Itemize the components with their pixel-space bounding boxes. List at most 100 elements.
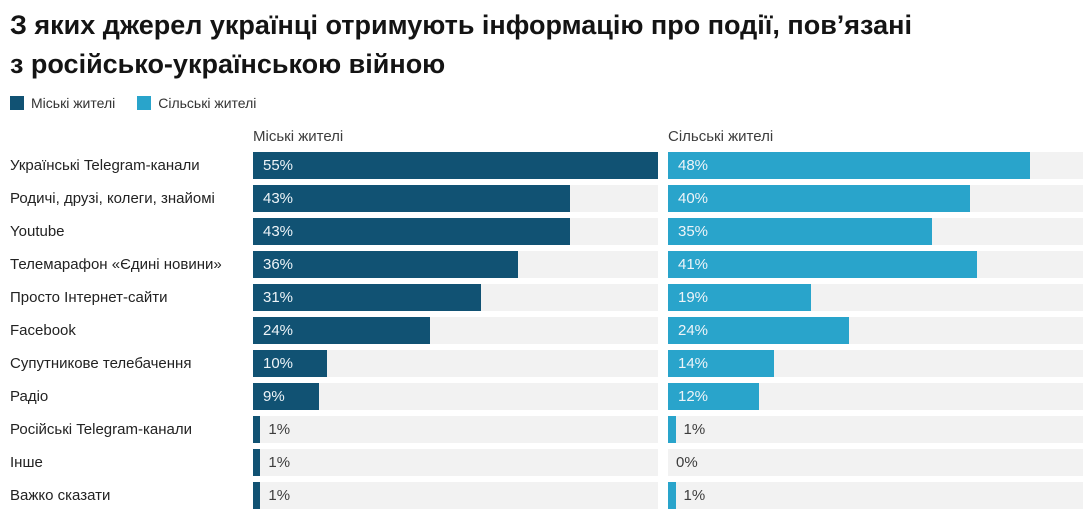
rural-bar-track: 19% xyxy=(668,284,1083,311)
chart-row: Радіо 9% 12% xyxy=(10,383,1083,410)
rural-bar-value: 1% xyxy=(683,487,706,504)
category-label: Просто Інтернет-сайти xyxy=(10,289,168,306)
urban-bar-value: 1% xyxy=(268,487,291,504)
legend-label-urban: Міські жителі xyxy=(31,95,116,111)
chart-title: З яких джерел українці отримують інформа… xyxy=(10,6,1083,84)
legend-item-urban: Міські жителі xyxy=(10,95,115,111)
column-header-rural: Сільські жителі xyxy=(668,128,774,145)
rural-bar: 24% xyxy=(668,317,850,344)
urban-bar: 36% xyxy=(253,251,519,278)
chart-row: Українські Telegram-канали 55% 48% xyxy=(10,152,1083,179)
category-label: Російські Telegram-канали xyxy=(10,421,192,438)
urban-bar-track: 1% xyxy=(253,482,658,509)
urban-bar: 31% xyxy=(253,284,482,311)
category-label: Радіо xyxy=(10,388,49,405)
urban-bar-track: 10% xyxy=(253,350,658,377)
urban-bar xyxy=(253,482,261,509)
urban-bar-track: 36% xyxy=(253,251,658,278)
rural-bar-track: 48% xyxy=(668,152,1083,179)
chart-row: Російські Telegram-канали 1% 1% xyxy=(10,416,1083,443)
rural-bar-value: 0% xyxy=(676,454,698,471)
rural-bar-value: 14% xyxy=(678,355,709,372)
rural-bar-track: 1% xyxy=(668,482,1083,509)
category-label: Родичі, друзі, колеги, знайомі xyxy=(10,190,215,207)
rural-bar: 40% xyxy=(668,185,970,212)
rural-bar-track: 1% xyxy=(668,416,1083,443)
chart-title-line-1: З яких джерел українці отримують інформа… xyxy=(10,10,912,40)
rural-swatch-icon xyxy=(137,96,152,110)
rural-bar-track: 24% xyxy=(668,317,1083,344)
category-label: Українські Telegram-канали xyxy=(10,157,200,174)
rural-bar-track: 40% xyxy=(668,185,1083,212)
urban-bar xyxy=(253,449,261,476)
urban-bar-value: 9% xyxy=(263,388,285,405)
chart-title-line-2: з російсько-українською війною xyxy=(10,49,446,79)
legend-item-rural: Сільські жителі xyxy=(137,95,256,111)
urban-bar-value: 24% xyxy=(263,322,294,339)
rural-bar-value: 41% xyxy=(678,256,709,273)
rural-bar xyxy=(668,416,676,443)
rural-bar xyxy=(668,482,676,509)
urban-bar-value: 43% xyxy=(263,190,294,207)
category-label: Телемарафон «Єдині новини» xyxy=(10,256,222,273)
rural-bar: 41% xyxy=(668,251,978,278)
chart-row: Важко сказати 1% 1% xyxy=(10,482,1083,509)
chart-row: Youtube 43% 35% xyxy=(10,218,1083,245)
rural-bar-track: 0% xyxy=(668,449,1083,476)
urban-bar-track: 1% xyxy=(253,416,658,443)
rural-bar-value: 40% xyxy=(678,190,709,207)
urban-bar: 43% xyxy=(253,218,570,245)
category-label: Важко сказати xyxy=(10,487,111,504)
rural-bar-value: 35% xyxy=(678,223,709,240)
urban-bar-value: 10% xyxy=(263,355,294,372)
urban-bar-value: 36% xyxy=(263,256,294,273)
category-label: Супутникове телебачення xyxy=(10,355,192,372)
chart-row: Інше 1% 0% xyxy=(10,449,1083,476)
urban-bar-track: 55% xyxy=(253,152,658,179)
urban-bar-value: 55% xyxy=(263,157,294,174)
rural-bar: 19% xyxy=(668,284,812,311)
category-label: Інше xyxy=(10,454,43,471)
rural-bar: 12% xyxy=(668,383,759,410)
urban-swatch-icon xyxy=(10,96,24,110)
urban-bar-track: 43% xyxy=(253,218,658,245)
legend-label-rural: Сільські жителі xyxy=(158,95,257,111)
urban-bar: 55% xyxy=(253,152,658,179)
urban-bar-track: 9% xyxy=(253,383,658,410)
urban-bar-value: 31% xyxy=(263,289,294,306)
chart-row: Супутникове телебачення 10% 14% xyxy=(10,350,1083,377)
urban-bar: 10% xyxy=(253,350,327,377)
rural-bar-track: 14% xyxy=(668,350,1083,377)
chart-row: Просто Інтернет-сайти 31% 19% xyxy=(10,284,1083,311)
column-headers: Міські жителі Сільські жителі xyxy=(10,128,1083,145)
rural-bar-value: 12% xyxy=(678,388,709,405)
rural-bar-value: 48% xyxy=(678,157,709,174)
urban-bar-track: 1% xyxy=(253,449,658,476)
rural-bar-track: 35% xyxy=(668,218,1083,245)
urban-bar-value: 43% xyxy=(263,223,294,240)
rural-bar-value: 1% xyxy=(683,421,706,438)
urban-bar xyxy=(253,416,261,443)
rural-bar-track: 12% xyxy=(668,383,1083,410)
urban-bar-track: 24% xyxy=(253,317,658,344)
urban-bar: 43% xyxy=(253,185,570,212)
urban-bar: 9% xyxy=(253,383,320,410)
chart-row: Телемарафон «Єдині новини» 36% 41% xyxy=(10,251,1083,278)
chart-legend: Міські жителі Сільські жителі xyxy=(10,95,1083,111)
urban-bar: 24% xyxy=(253,317,430,344)
rural-bar: 35% xyxy=(668,218,933,245)
rural-bar-value: 19% xyxy=(678,289,709,306)
rural-bar-track: 41% xyxy=(668,251,1083,278)
chart-row: Родичі, друзі, колеги, знайомі 43% 40% xyxy=(10,185,1083,212)
urban-bar-track: 43% xyxy=(253,185,658,212)
rural-bar: 14% xyxy=(668,350,774,377)
category-label: Youtube xyxy=(10,223,65,240)
rural-bar: 48% xyxy=(668,152,1031,179)
bar-rows: Українські Telegram-канали 55% 48% Родичі, … xyxy=(10,152,1083,509)
chart-row: Facebook 24% 24% xyxy=(10,317,1083,344)
urban-bar-value: 1% xyxy=(268,454,291,471)
urban-bar-value: 1% xyxy=(268,421,291,438)
urban-bar-track: 31% xyxy=(253,284,658,311)
category-label: Facebook xyxy=(10,322,76,339)
